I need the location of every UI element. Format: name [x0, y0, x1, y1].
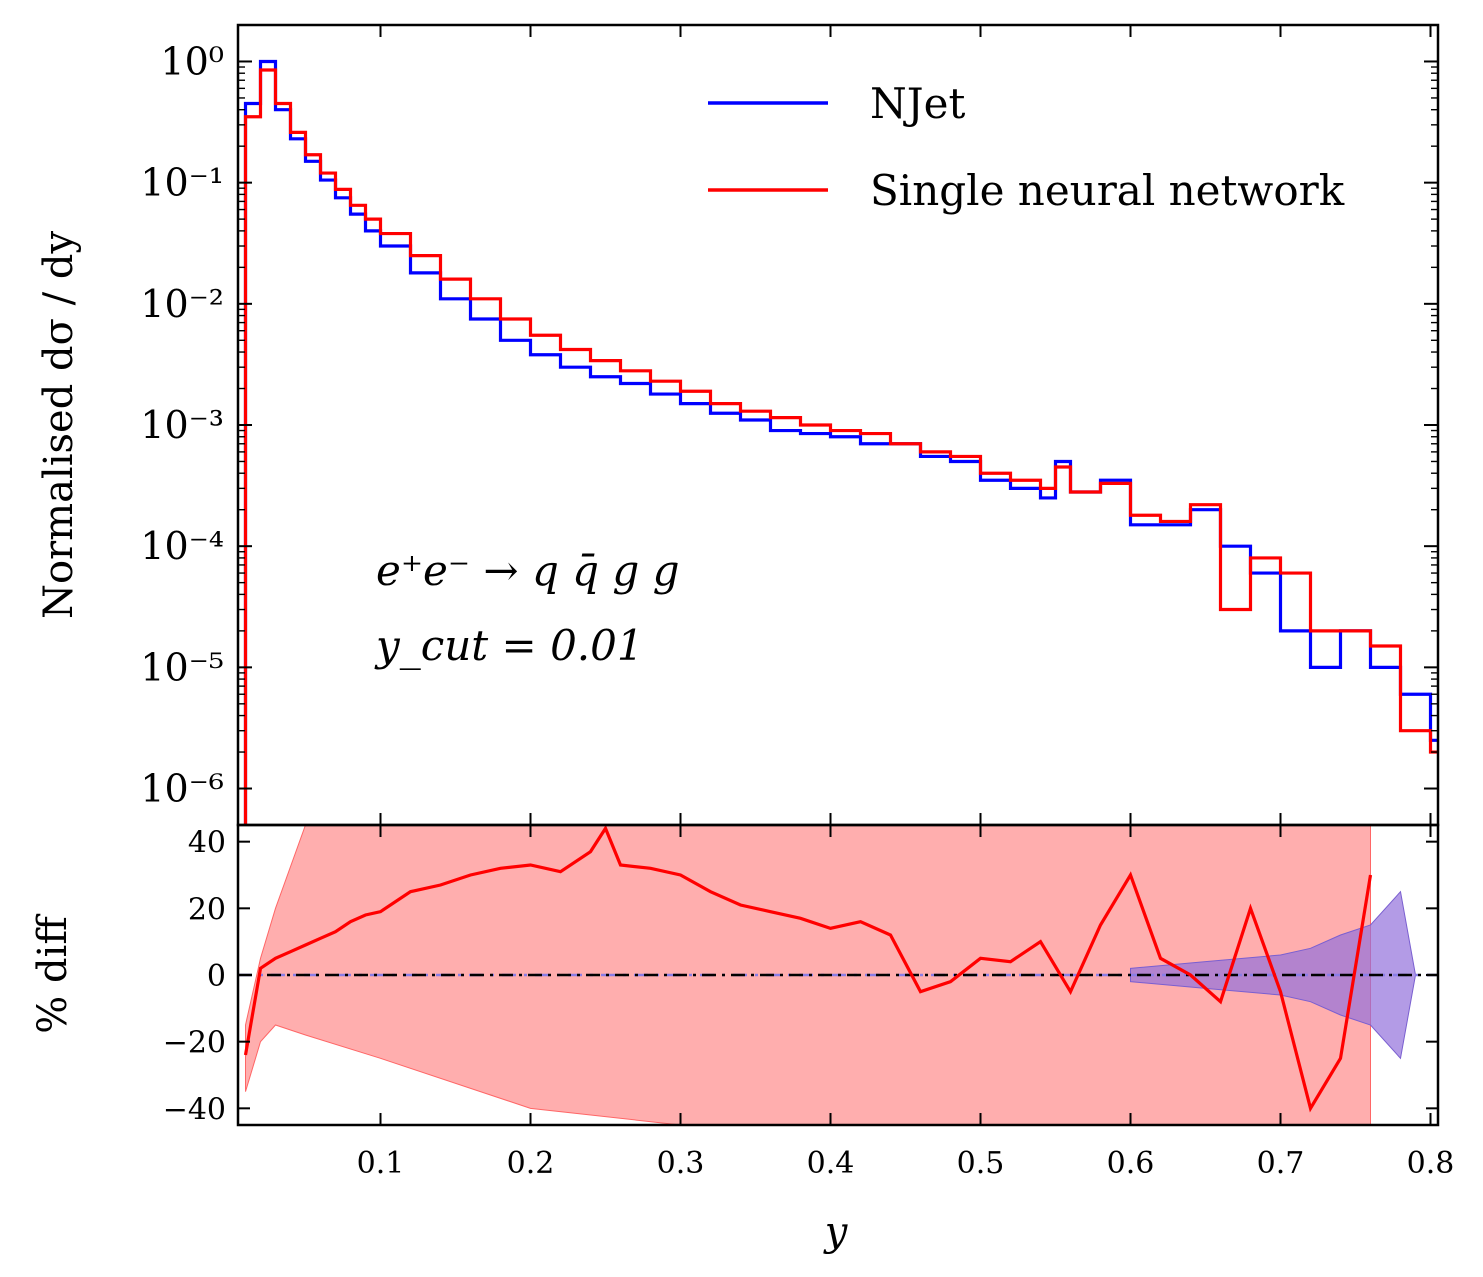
main-y-axis-title: Normalised dσ / dy	[36, 231, 82, 620]
ratio-ytick-label-4: −40	[163, 1092, 226, 1127]
main-ytick-label-2: 10⁻²	[140, 282, 224, 326]
ratio-ytick-label-3: −20	[163, 1026, 226, 1061]
main-ytick-label-3: 10⁻³	[140, 403, 224, 447]
xtick-label-0: 0.1	[357, 1146, 405, 1181]
legend-label-nn: Single neural network	[870, 166, 1345, 215]
ratio-lines-layer	[238, 825, 1438, 1113]
main-ytick-label-1: 10⁻¹	[140, 161, 224, 205]
ratio-series-nn	[243, 825, 1373, 1113]
main-lines-layer	[243, 59, 1438, 825]
legend-label-njet: NJet	[870, 79, 965, 128]
xtick-label-4: 0.5	[957, 1146, 1005, 1181]
xtick-label-2: 0.3	[657, 1146, 705, 1181]
xtick-label-1: 0.2	[507, 1146, 555, 1181]
ratio-ytick-label-2: 0	[207, 959, 226, 994]
xtick-label-5: 0.6	[1107, 1146, 1155, 1181]
ratio-y-axis: 40 20 0 −20 −40	[163, 826, 1438, 1127]
main-ytick-label-6: 10⁻⁶	[140, 767, 224, 811]
main-ytick-label-5: 10⁻⁵	[140, 645, 224, 689]
main-ytick-label-0: 10⁰	[160, 39, 224, 83]
ratio-y-axis-title: % diff	[30, 914, 76, 1034]
xtick-label-6: 0.7	[1257, 1146, 1305, 1181]
main-y-axis: 10⁰ 10⁻¹ 10⁻² 10⁻³ 10⁻⁴ 10⁻⁵ 10⁻⁶	[140, 24, 1438, 811]
legend: NJet Single neural network	[708, 79, 1345, 215]
x-axis-title: y	[823, 1209, 849, 1255]
ratio-ytick-label-1: 20	[188, 892, 226, 927]
main-plot-frame	[236, 23, 1440, 827]
xtick-label-7: 0.8	[1407, 1146, 1455, 1181]
x-axis: 0.1 0.2 0.3 0.4 0.5 0.6 0.7 0.8	[357, 25, 1455, 1181]
xtick-label-3: 0.4	[807, 1146, 855, 1181]
main-ytick-label-4: 10⁻⁴	[140, 524, 224, 568]
ratio-ytick-label-0: 40	[188, 826, 226, 861]
process-annotation: e⁺e⁻ → q q̄ g g	[376, 546, 680, 595]
main-series-nn	[243, 68, 1438, 825]
ycut-annotation: y_cut = 0.01	[374, 621, 644, 670]
